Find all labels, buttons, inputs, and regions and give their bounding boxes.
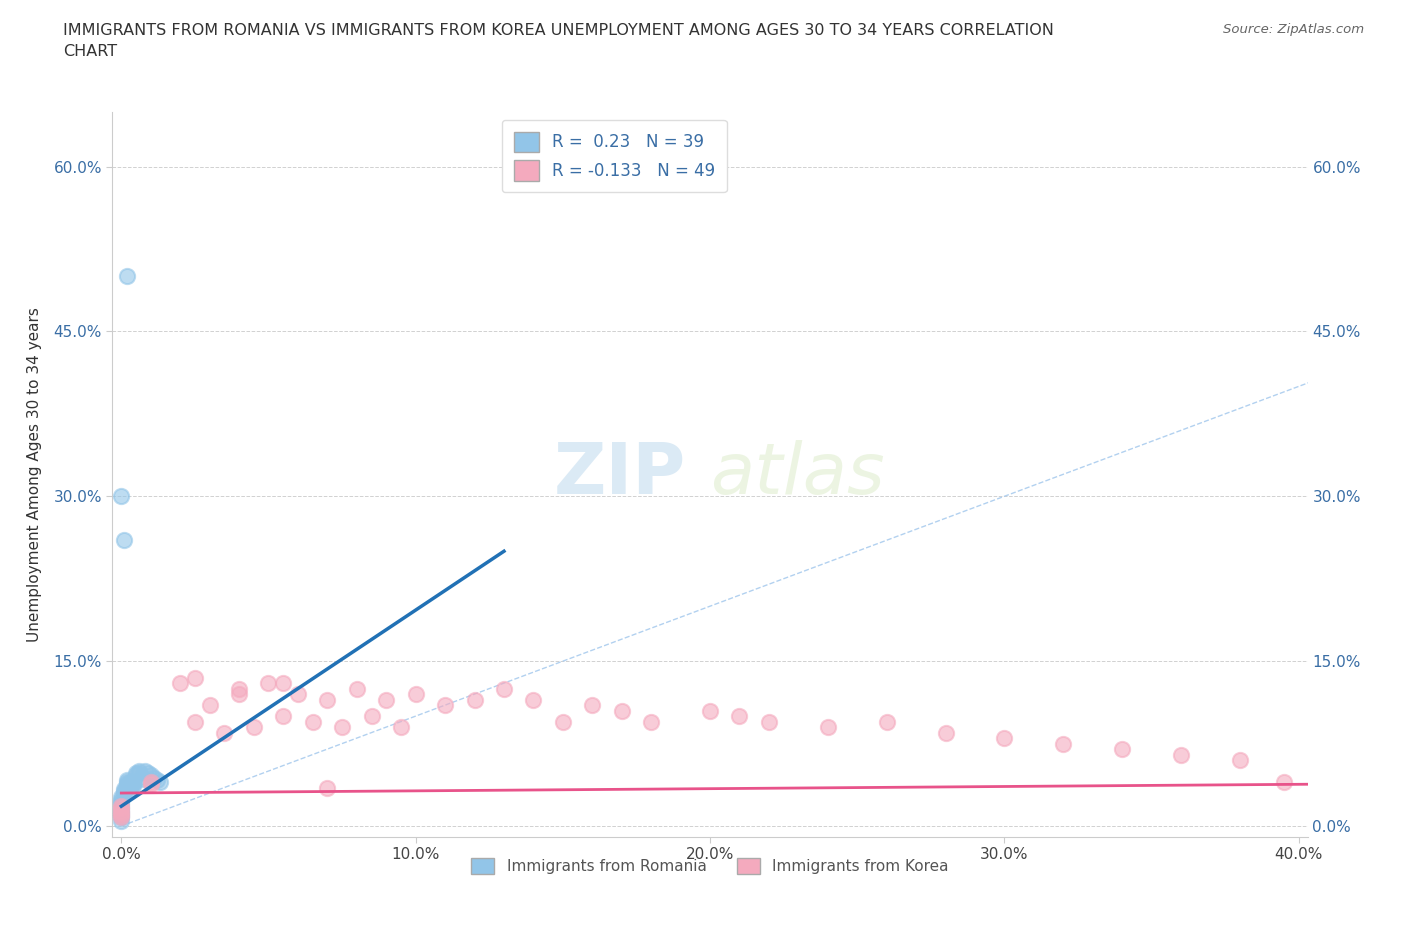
Point xyxy=(125,768,148,783)
Point xyxy=(434,698,457,712)
Point xyxy=(640,714,662,729)
Point xyxy=(122,775,145,790)
Point xyxy=(316,780,339,795)
Point xyxy=(110,807,132,822)
Point xyxy=(136,765,159,780)
Point xyxy=(110,813,132,828)
Point xyxy=(389,720,412,735)
Point xyxy=(228,686,250,701)
Point xyxy=(122,777,145,791)
Point xyxy=(115,779,138,794)
Point xyxy=(551,714,574,729)
Point xyxy=(817,720,839,735)
Point xyxy=(148,775,170,790)
Point xyxy=(287,686,309,701)
Point xyxy=(110,805,132,820)
Text: atlas: atlas xyxy=(710,440,884,509)
Point xyxy=(316,692,339,707)
Point xyxy=(115,773,138,788)
Point xyxy=(128,765,150,780)
Point xyxy=(1111,741,1133,756)
Point xyxy=(110,792,132,807)
Point xyxy=(169,676,191,691)
Point xyxy=(110,801,132,816)
Point xyxy=(122,779,145,794)
Point xyxy=(110,807,132,822)
Point xyxy=(110,801,132,816)
Point xyxy=(128,764,150,778)
Text: ZIP: ZIP xyxy=(554,440,686,509)
Point xyxy=(125,765,148,780)
Point xyxy=(110,489,132,504)
Y-axis label: Unemployment Among Ages 30 to 34 years: Unemployment Among Ages 30 to 34 years xyxy=(28,307,42,642)
Point xyxy=(131,771,153,786)
Point xyxy=(139,768,162,783)
Point xyxy=(375,692,398,707)
Point xyxy=(198,698,221,712)
Point xyxy=(301,714,323,729)
Point xyxy=(405,686,427,701)
Point xyxy=(271,709,294,724)
Point xyxy=(145,773,167,788)
Point xyxy=(110,790,132,804)
Point xyxy=(993,731,1015,746)
Point xyxy=(110,804,132,818)
Point xyxy=(131,769,153,784)
Point xyxy=(1229,752,1251,767)
Point xyxy=(214,725,236,740)
Point xyxy=(110,805,132,820)
Point xyxy=(110,794,132,809)
Point xyxy=(120,781,142,796)
Point xyxy=(1052,737,1074,751)
Point xyxy=(110,810,132,825)
Point xyxy=(120,779,142,794)
Point xyxy=(492,681,515,696)
Point xyxy=(110,797,132,812)
Point xyxy=(110,804,132,818)
Point xyxy=(120,777,142,791)
Point xyxy=(271,676,294,691)
Point xyxy=(120,775,142,790)
Point xyxy=(346,681,368,696)
Point xyxy=(242,720,264,735)
Point xyxy=(360,709,382,724)
Point xyxy=(112,783,135,798)
Point xyxy=(699,703,721,718)
Point xyxy=(184,714,207,729)
Point xyxy=(115,775,138,790)
Point xyxy=(228,681,250,696)
Point xyxy=(758,714,780,729)
Point xyxy=(1272,775,1295,790)
Point xyxy=(330,720,353,735)
Point xyxy=(110,799,132,814)
Point xyxy=(1170,747,1192,762)
Point xyxy=(142,770,165,785)
Point xyxy=(934,725,956,740)
Point xyxy=(110,810,132,825)
Point xyxy=(728,709,751,724)
Point xyxy=(115,269,138,284)
Point xyxy=(610,703,633,718)
Point xyxy=(581,698,603,712)
Point xyxy=(522,692,544,707)
Point xyxy=(115,777,138,791)
Text: IMMIGRANTS FROM ROMANIA VS IMMIGRANTS FROM KOREA UNEMPLOYMENT AMONG AGES 30 TO 3: IMMIGRANTS FROM ROMANIA VS IMMIGRANTS FR… xyxy=(63,23,1054,60)
Point xyxy=(139,775,162,790)
Point xyxy=(876,714,898,729)
Point xyxy=(112,533,135,548)
Point xyxy=(112,786,135,801)
Point xyxy=(139,777,162,791)
Point xyxy=(184,671,207,685)
Point xyxy=(464,692,486,707)
Legend: Immigrants from Romania, Immigrants from Korea: Immigrants from Romania, Immigrants from… xyxy=(465,852,955,880)
Text: Source: ZipAtlas.com: Source: ZipAtlas.com xyxy=(1223,23,1364,36)
Point xyxy=(112,781,135,796)
Point xyxy=(134,764,156,778)
Point xyxy=(257,676,280,691)
